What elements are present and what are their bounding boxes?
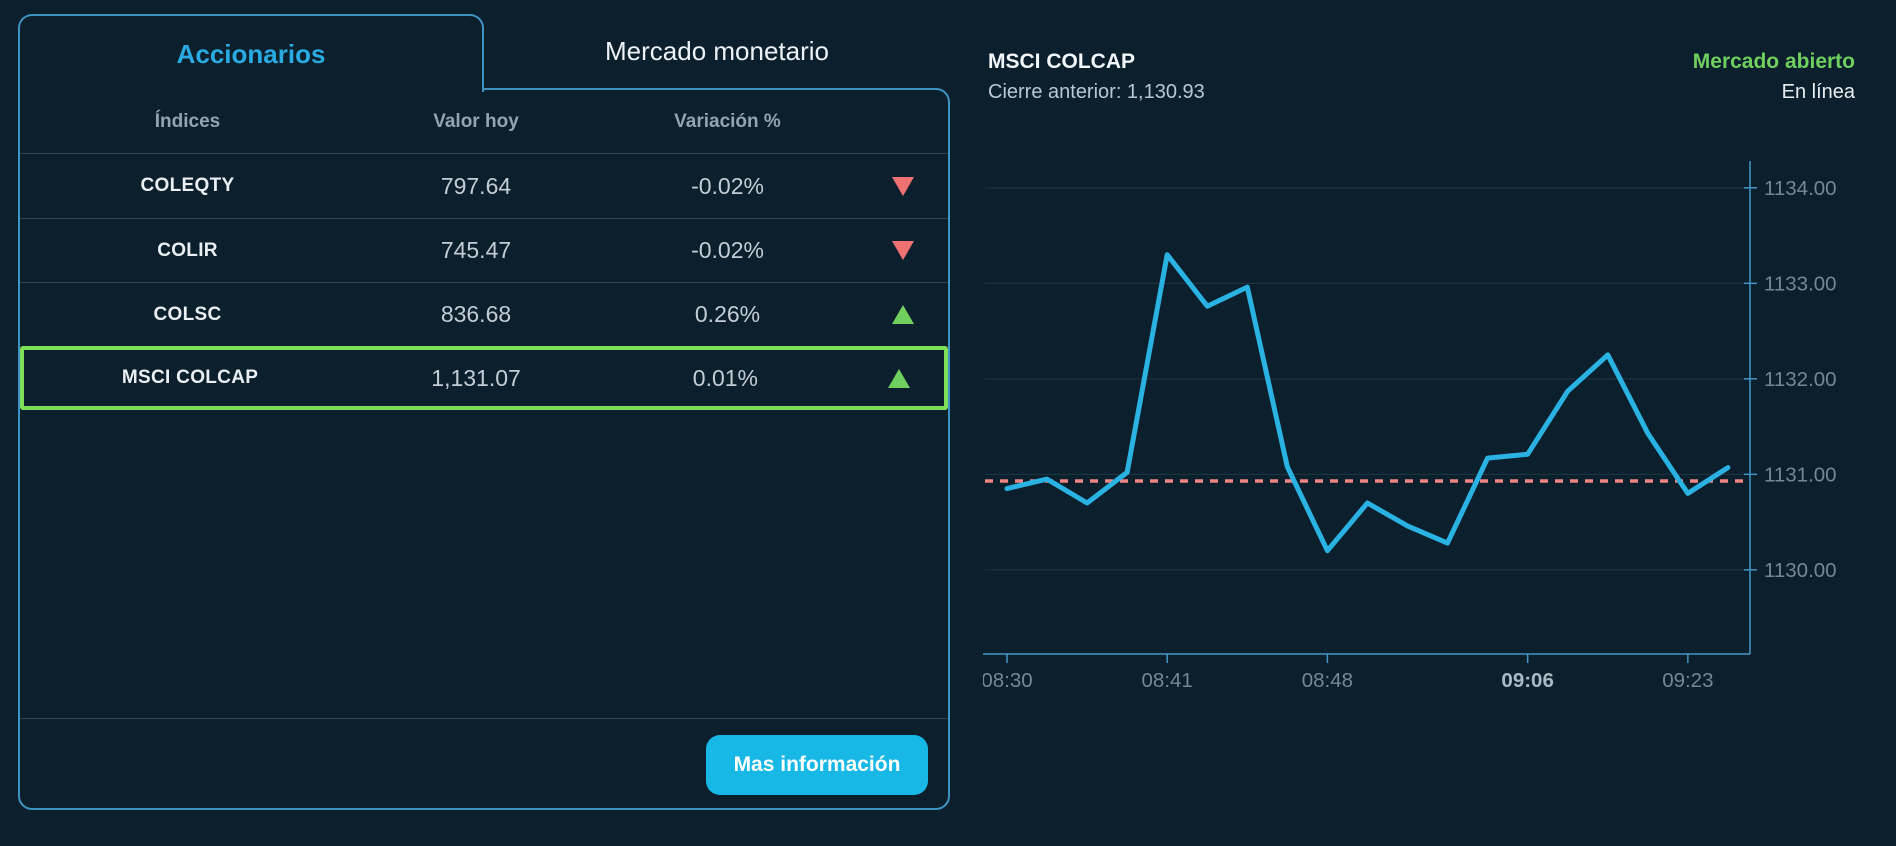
svg-text:08:48: 08:48	[1302, 669, 1353, 692]
index-variation: -0.02%	[691, 172, 764, 199]
table-row-coleqty[interactable]: COLEQTY 797.64 -0.02%	[20, 154, 948, 218]
index-name: COLEQTY	[140, 175, 235, 196]
table-row-msci-colcap[interactable]: MSCI COLCAP 1,131.07 0.01%	[20, 346, 948, 410]
table-header: Índices Valor hoy Variación %	[20, 90, 948, 154]
indices-panel: Índices Valor hoy Variación % COLEQTY 79…	[18, 88, 950, 810]
svg-text:1132.00: 1132.00	[1764, 368, 1837, 391]
tab-mercado-monetario-label: Mercado monetario	[605, 35, 829, 66]
index-variation: -0.02%	[691, 237, 764, 263]
tab-accionarios-label: Accionarios	[176, 38, 326, 69]
price-chart: 1130.00 1131.00 1132.00 1133.00 1134.00 08:30…	[983, 161, 1837, 692]
table-row-colir[interactable]: COLIR 745.47 -0.02%	[20, 218, 948, 282]
index-name: MSCI COLCAP	[121, 367, 259, 388]
trend-down-icon	[892, 241, 914, 260]
connection-status: En línea	[1781, 81, 1855, 103]
index-variation: 0.01%	[692, 364, 758, 391]
index-name: COLIR	[157, 239, 218, 261]
tab-accionarios[interactable]: Accionarios	[18, 14, 484, 92]
trend-down-icon	[892, 176, 914, 196]
panel-divider	[20, 718, 948, 719]
column-header-indices: Índices	[154, 110, 221, 132]
svg-text:1133.00: 1133.00	[1764, 272, 1837, 295]
svg-text:08:41: 08:41	[1142, 669, 1193, 692]
svg-text:1134.00: 1134.00	[1764, 177, 1837, 200]
column-header-variacion: Variación %	[674, 110, 781, 132]
index-value: 836.68	[440, 301, 512, 327]
index-name: COLSC	[153, 303, 222, 325]
index-value: 745.47	[440, 237, 512, 263]
tab-mercado-monetario[interactable]: Mercado monetario	[484, 14, 950, 88]
index-value: 1,131.07	[431, 364, 521, 391]
svg-text:09:23: 09:23	[1662, 669, 1713, 692]
trend-up-icon	[892, 305, 914, 324]
index-value: 797.64	[440, 172, 512, 199]
previous-close-label: Cierre anterior: 1,130.93	[988, 81, 1205, 103]
index-variation: 0.26%	[694, 301, 761, 327]
mas-informacion-button[interactable]: Mas información	[706, 735, 928, 795]
column-header-valor-hoy: Valor hoy	[433, 110, 519, 132]
table-row-colsc[interactable]: COLSC 836.68 0.26%	[20, 282, 948, 346]
trend-up-icon	[888, 368, 911, 388]
market-status-badge: Mercado abierto	[1692, 50, 1855, 73]
svg-text:1130.00: 1130.00	[1764, 559, 1837, 582]
svg-text:08:30: 08:30	[983, 669, 1033, 692]
svg-text:1131.00: 1131.00	[1764, 463, 1837, 486]
svg-text:09:06: 09:06	[1501, 669, 1553, 692]
chart-title: MSCI COLCAP	[988, 50, 1135, 73]
